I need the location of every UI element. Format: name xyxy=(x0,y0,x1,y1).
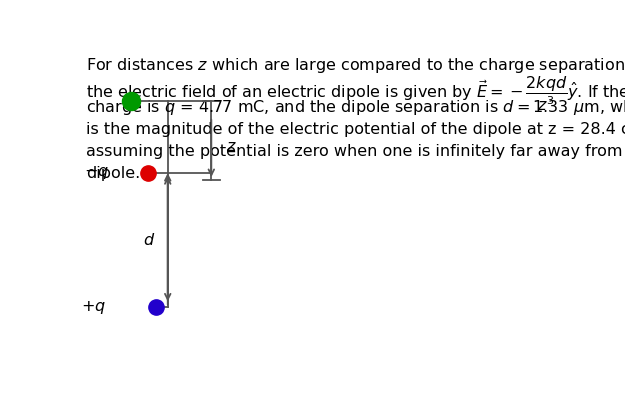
Text: is the magnitude of the electric potential of the dipole at z = 28.4 cm,: is the magnitude of the electric potenti… xyxy=(86,121,625,137)
Text: charge is $q$ = 4.77 mC, and the dipole separation is $d = 1.33\ \mu$m, what: charge is $q$ = 4.77 mC, and the dipole … xyxy=(86,98,625,117)
Text: $-q$: $-q$ xyxy=(84,166,109,182)
Text: $z$: $z$ xyxy=(226,139,237,154)
Text: For distances $z$ which are large compared to the charge separation $d$,: For distances $z$ which are large compar… xyxy=(86,56,625,75)
Text: the electric field of an electric dipole is given by $\vec{E} = -\dfrac{2kqd}{z^: the electric field of an electric dipole… xyxy=(86,74,625,113)
Text: $+q$: $+q$ xyxy=(81,299,106,316)
Text: $d$: $d$ xyxy=(143,232,156,248)
Text: assuming the potential is zero when one is infinitely far away from the: assuming the potential is zero when one … xyxy=(86,144,625,159)
Text: dipole.: dipole. xyxy=(86,166,140,181)
